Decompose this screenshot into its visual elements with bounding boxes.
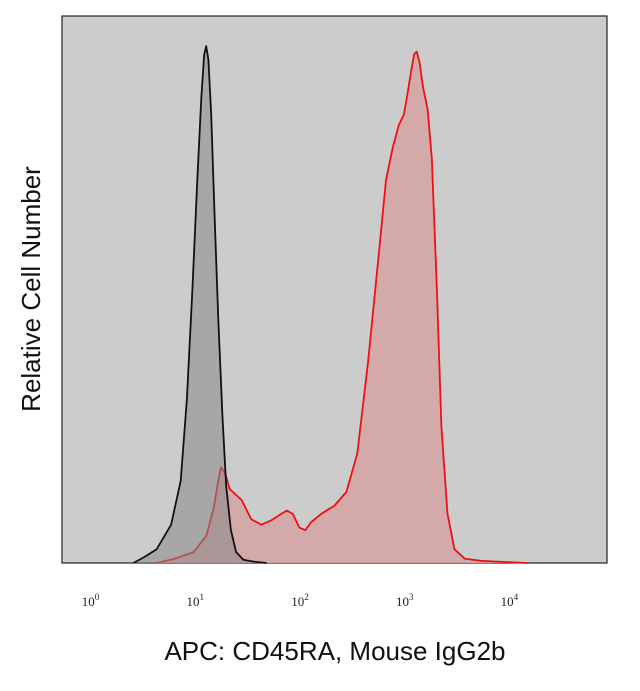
series-0-area bbox=[156, 51, 528, 563]
series-1-area bbox=[133, 46, 267, 564]
series-layer bbox=[132, 45, 528, 564]
x-tick-label-1: 101 bbox=[187, 592, 205, 609]
plot-area bbox=[61, 15, 608, 564]
x-tick-label-3: 103 bbox=[396, 592, 414, 609]
series-1-line bbox=[132, 45, 267, 564]
y-axis-label: Relative Cell Number bbox=[16, 166, 46, 412]
x-tick-label-4: 104 bbox=[501, 592, 519, 609]
series-0-line bbox=[156, 50, 528, 564]
x-axis-ticks: 100 101 102 103 104 bbox=[82, 592, 519, 609]
x-axis-label: APC: CD45RA, Mouse IgG2b bbox=[164, 636, 505, 666]
x-tick-label-0: 100 bbox=[82, 592, 100, 609]
x-tick-label-2: 102 bbox=[291, 592, 309, 609]
